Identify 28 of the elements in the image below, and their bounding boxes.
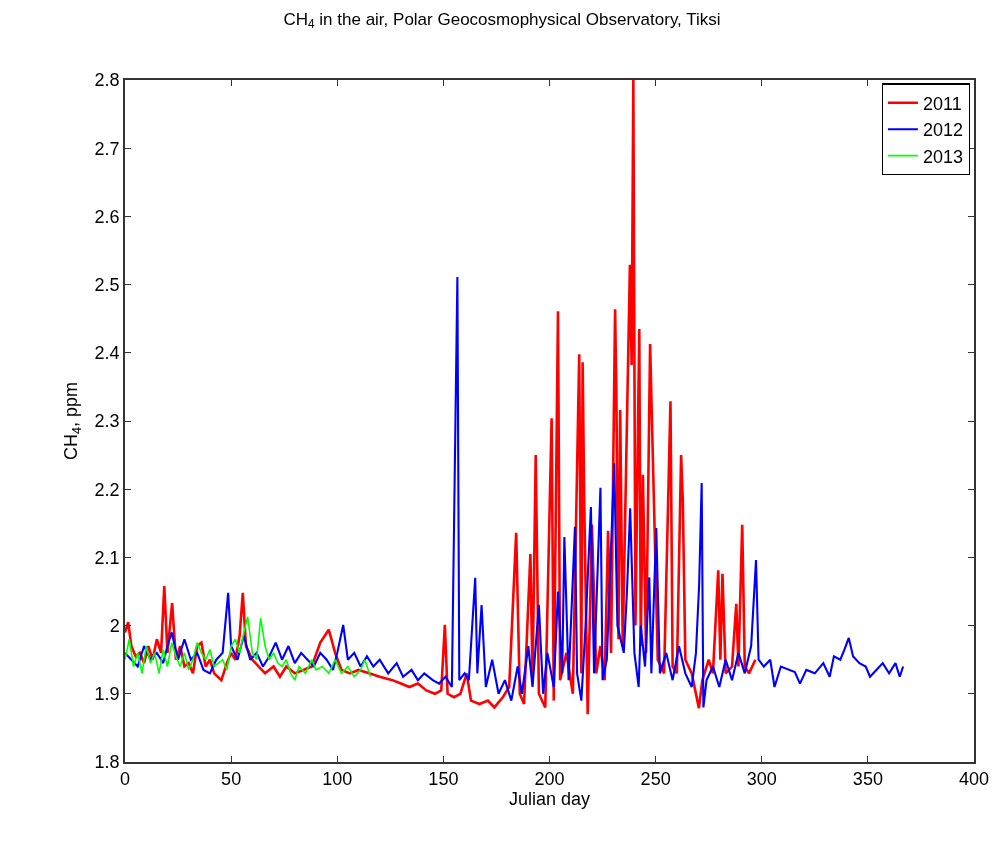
y-tick-label: 2.2	[94, 479, 120, 500]
x-tick-label: 50	[221, 769, 242, 790]
line-series	[125, 615, 372, 681]
y-tick-label: 2.6	[94, 206, 120, 227]
x-tick-label: 400	[958, 769, 990, 790]
x-tick-label: 250	[640, 769, 671, 790]
legend-label: 2013	[922, 146, 963, 167]
x-tick-label: 100	[322, 769, 353, 790]
line-series	[125, 276, 905, 709]
x-tick-label: 300	[746, 769, 777, 790]
legend-label: 2011	[922, 93, 962, 114]
x-axis-title: Julian day	[508, 789, 591, 810]
y-tick-label: 2.5	[94, 274, 120, 295]
y-tick-label: 2.7	[94, 138, 120, 159]
chart-title: CH$_{4}$ in the air, Polar Geocosmophysical Observatory, Tiksi	[283, 9, 721, 32]
y-tick-label: 2.1	[94, 547, 120, 568]
x-tick-label: 150	[428, 769, 459, 790]
legend-label: 2012	[922, 120, 963, 141]
x-tick-label: 350	[852, 769, 883, 790]
x-tick-label: 0	[119, 769, 131, 790]
x-tick-label: 200	[534, 769, 565, 790]
y-tick-label: 1.9	[94, 684, 120, 705]
y-tick-label: 2	[109, 615, 120, 636]
y-tick-label: 2.3	[94, 411, 120, 432]
y-tick-label: 2.4	[94, 343, 120, 364]
y-tick-label: 2.8	[94, 70, 120, 91]
line-series	[125, 80, 757, 716]
y-tick-label: 1.8	[94, 752, 120, 773]
